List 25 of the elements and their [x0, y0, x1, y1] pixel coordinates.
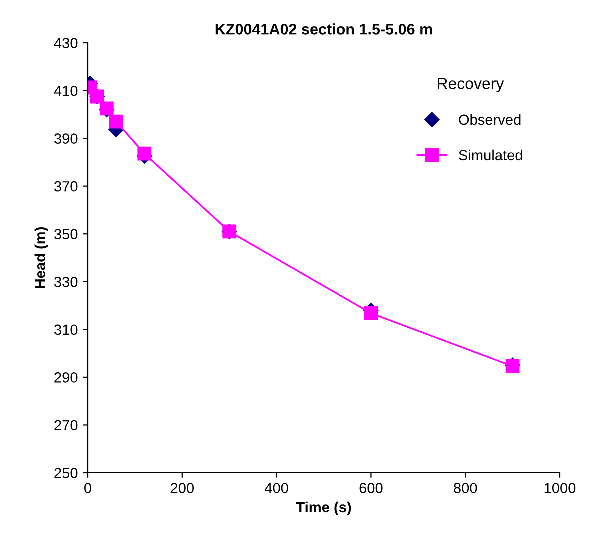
chart-title: KZ0041A02 section 1.5-5.06 m — [216, 24, 432, 35]
y-tick-label: 350 — [54, 229, 78, 240]
y-axis-title: Head (m) — [34, 228, 48, 288]
point — [138, 146, 152, 161]
x-axis-title: Time (s) — [296, 502, 352, 516]
x-tick-label: 0 — [84, 483, 92, 494]
y-tick-label: 330 — [54, 276, 78, 288]
y-tick-label: 370 — [54, 181, 78, 192]
x-tick-label: 600 — [360, 483, 383, 494]
point — [364, 306, 378, 320]
y-tick-label: 430 — [54, 38, 78, 48]
y-tick-label: 410 — [54, 86, 78, 96]
legend-title: Recovery — [438, 78, 504, 93]
x-tick-label: 200 — [170, 483, 194, 494]
y-tick-label: 270 — [54, 420, 78, 431]
legend-label: Observed — [459, 114, 521, 126]
x-tick-label: 800 — [454, 483, 478, 494]
y-tick-label: 390 — [54, 134, 78, 144]
x-tick-label: 1000 — [544, 483, 576, 494]
point — [109, 114, 124, 129]
y-tick-label: 290 — [54, 372, 78, 383]
y-tick-label: 250 — [54, 468, 78, 478]
x-tick-label: 400 — [264, 483, 288, 494]
y-tick-label: 310 — [54, 324, 78, 336]
legend-label: Simulated — [459, 150, 522, 161]
